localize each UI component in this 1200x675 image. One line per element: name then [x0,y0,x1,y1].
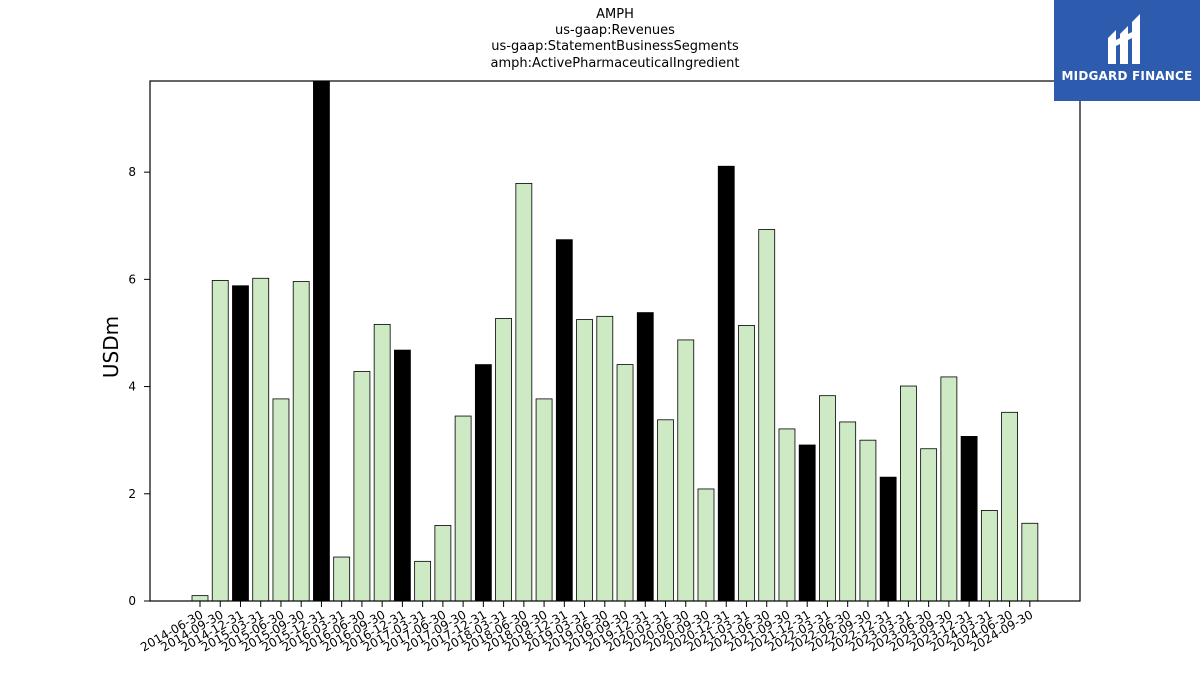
bar [920,448,938,602]
bar [900,385,917,602]
title-ticker: AMPH [596,7,634,22]
bar [778,428,796,602]
bar [252,277,270,602]
bar [535,398,553,602]
bar [292,281,310,602]
bar [879,476,897,602]
y-tick-label: 0 [128,594,136,608]
bar [960,436,978,602]
bar [596,315,614,602]
plot-frame [149,80,1081,602]
bar [495,318,513,602]
bar [333,556,351,602]
y-axis-label: USDm [99,316,123,378]
bar [434,525,452,602]
bar [1021,522,1039,602]
bar [1001,411,1018,602]
bar [393,349,411,602]
bar [839,421,857,602]
bar [373,323,391,602]
bar [758,229,776,602]
bar [697,488,715,602]
title-axis: us-gaap:StatementBusinessSegments [491,39,739,54]
bar [798,444,816,602]
bar [313,80,330,602]
bar [859,439,877,602]
bar [555,239,573,602]
y-tick-label: 4 [128,380,136,394]
bar [657,419,674,602]
title-concept: us-gaap:Revenues [555,23,675,38]
logo-text: MIDGARD FINANCE [1061,69,1193,83]
bar [980,509,998,602]
bar [515,182,533,602]
bar [717,165,735,602]
y-tick-label: 6 [128,272,136,286]
bar [636,312,654,602]
bar [576,319,593,602]
midgard-logo: MIDGARD FINANCE [1054,0,1200,101]
bar [677,339,695,602]
y-tick-label: 8 [128,165,136,179]
bar [474,364,492,602]
bar [211,280,229,602]
bar [819,395,836,602]
bar [738,325,755,602]
bar [272,398,290,602]
midgard-mark-icon [1108,14,1140,64]
bar [414,560,432,602]
bar [940,376,958,602]
bar [191,595,209,602]
bar [232,285,249,602]
title-member: amph:ActivePharmaceuticalIngredient [490,56,740,71]
bar [454,415,472,602]
bar [353,371,371,602]
bar [616,364,634,602]
y-tick-label: 2 [128,487,136,501]
